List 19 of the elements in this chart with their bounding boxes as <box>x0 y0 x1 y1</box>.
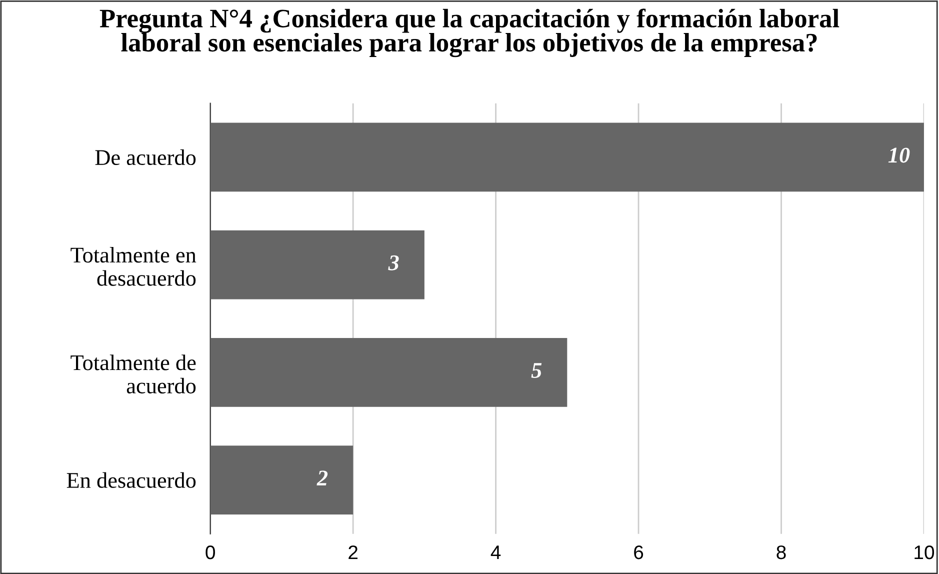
bar <box>210 338 568 407</box>
x-tick-label: 4 <box>490 546 501 560</box>
x-tick-label: 0 <box>206 545 215 560</box>
bar <box>210 122 924 192</box>
y-tick-label: Totalmente en desacuerdo <box>70 246 196 286</box>
y-tick-label: En desacuerdo <box>66 472 196 488</box>
x-tick-label: 2 <box>348 545 358 560</box>
y-tick-label: De acuerdo <box>95 149 196 166</box>
x-tick-label: 10 <box>914 545 934 560</box>
bar <box>210 446 354 514</box>
data-label: 2 <box>316 470 328 486</box>
x-tick-label: 8 <box>776 545 786 560</box>
x-tick-label: 6 <box>634 545 644 560</box>
data-label: 5 <box>531 363 542 378</box>
data-label: 10 <box>888 148 910 163</box>
bar <box>210 230 424 300</box>
y-tick-label: Totalmente de acuerdo <box>70 354 196 394</box>
data-label: 3 <box>388 255 399 270</box>
chart-title: Pregunta N°4 ¿Considera que la capacitación y formación laboral laboral son esenciales para lograr los objetivos de la empresa? <box>100 8 840 58</box>
